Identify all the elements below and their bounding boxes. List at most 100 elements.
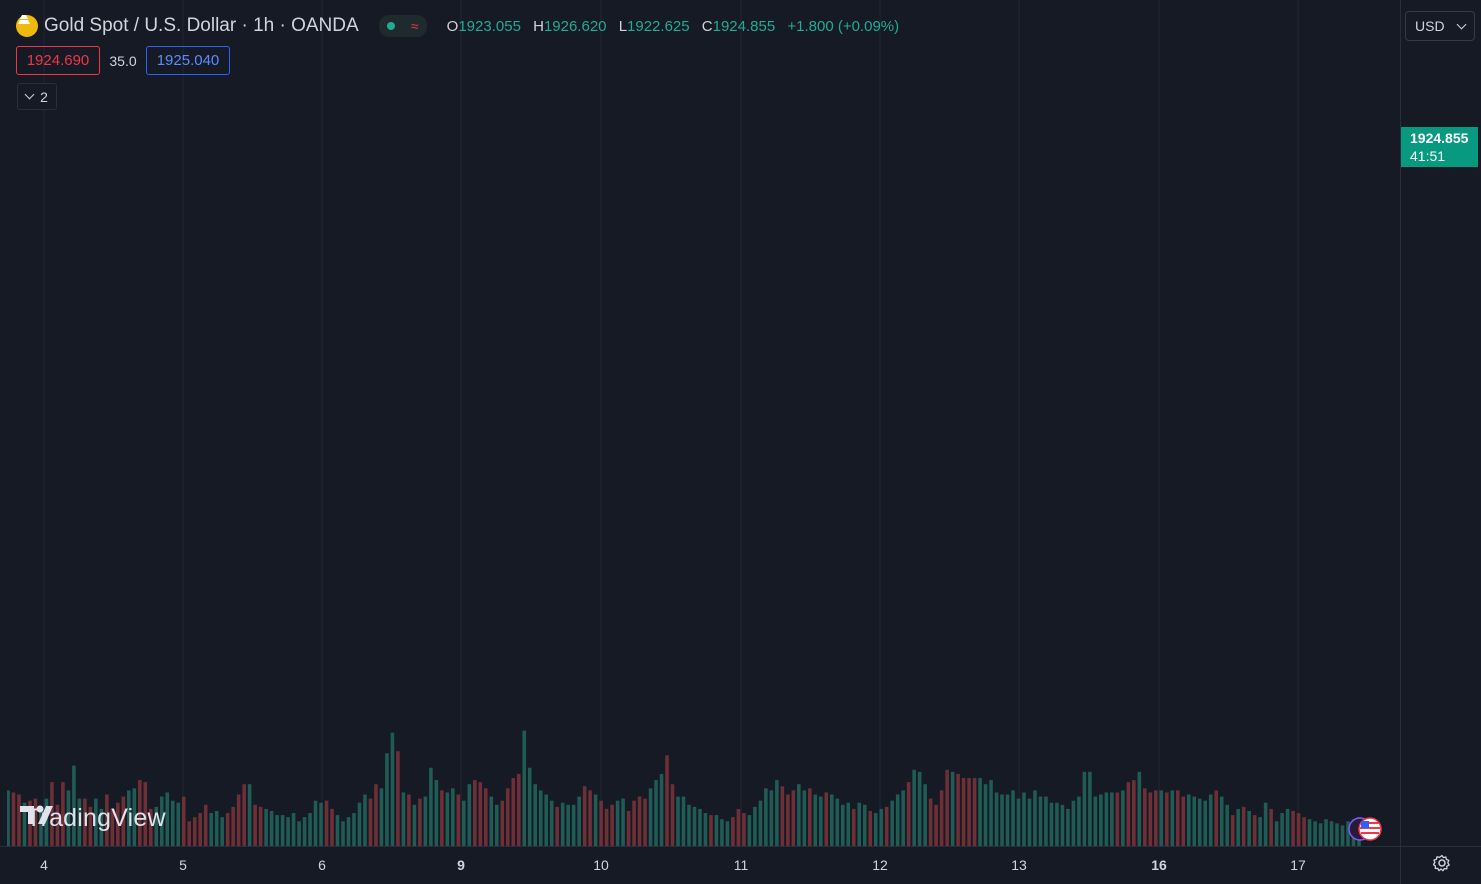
volume-bar [72, 765, 76, 846]
indicators-collapse-button[interactable]: 2 [17, 83, 57, 110]
settings-gear-icon[interactable] [1433, 854, 1451, 872]
sell-button[interactable]: 1924.690 [16, 46, 100, 75]
volume-bar [1132, 780, 1136, 846]
time-tick-label: 6 [318, 857, 326, 873]
volume-bar [33, 798, 38, 846]
us-flag-events-icon[interactable] [1346, 815, 1386, 843]
volume-bar [621, 798, 625, 846]
tradingview-logo-icon [20, 805, 53, 824]
volume-bar [88, 806, 93, 846]
volume-bar [55, 804, 60, 846]
volume-bar [1060, 804, 1065, 846]
chart-pane[interactable] [7, 0, 1400, 846]
currency-select[interactable]: USD [1405, 11, 1475, 41]
volume-bar [1340, 825, 1345, 846]
volume-bar [1104, 792, 1109, 846]
volume-bar [945, 769, 949, 846]
time-tick-label: 11 [734, 857, 749, 873]
volume-bar [747, 815, 752, 846]
gold-bars-icon[interactable] [16, 15, 38, 37]
volume-bar [780, 786, 785, 846]
volume-bar [983, 784, 988, 846]
volume-bar [758, 800, 763, 846]
symbol-title[interactable]: Gold Spot / U.S. Dollar · 1h · OANDA [44, 15, 359, 36]
bar-countdown: 41:51 [1410, 148, 1446, 164]
volume-bar [1115, 792, 1120, 846]
market-status-pill[interactable]: ≈ [378, 15, 427, 37]
volume-bar [1346, 821, 1350, 846]
volume-bar [1285, 808, 1290, 846]
volume-bar [884, 806, 889, 846]
volume-bar [313, 800, 318, 846]
volume-bar [225, 813, 230, 846]
low-key: L [618, 17, 628, 35]
volume-bar [192, 817, 197, 846]
volume-bar [1274, 821, 1279, 846]
current-price-value: 1924.855 [1410, 130, 1469, 146]
volume-bar [374, 784, 378, 846]
volume-bar [615, 800, 620, 846]
volume-bar [1005, 794, 1010, 846]
volume-bar [1181, 796, 1186, 846]
volume-bar [220, 817, 224, 846]
candlestick-chart[interactable] [7, 0, 1400, 846]
volume-bar [489, 796, 494, 846]
volume-bar [418, 798, 422, 846]
low-value: 1922.625 [627, 17, 690, 35]
volume-bar [429, 767, 433, 846]
volume-bar [593, 794, 598, 846]
volume-bar [1164, 792, 1169, 846]
volume-bar [670, 784, 675, 846]
volume-bar [522, 730, 527, 846]
volume-bar [1192, 796, 1197, 846]
volume-bar [1088, 771, 1092, 846]
volume-bar [527, 767, 532, 846]
volume-bar [906, 782, 911, 846]
volume-bar [264, 808, 268, 846]
volume-bar [582, 786, 587, 846]
buy-button[interactable]: 1925.040 [146, 46, 230, 75]
volume-bar [116, 802, 120, 846]
volume-bar [868, 810, 873, 846]
volume-bar [44, 798, 49, 846]
volume-bar [1258, 817, 1262, 846]
volume-bar [407, 794, 411, 846]
volume-bar [505, 788, 510, 846]
volume-bar [571, 804, 576, 846]
volume-bar [401, 792, 406, 846]
volume-bar [1307, 819, 1312, 846]
volume-bar [1038, 796, 1043, 846]
volume-bar [1143, 788, 1147, 846]
volume-bar [1329, 821, 1334, 846]
volume-bar [385, 753, 389, 846]
volume-bar [819, 796, 823, 846]
volume-bar [560, 802, 565, 846]
open-key: O [446, 17, 459, 35]
time-scale[interactable]: 4 5 6 9 10 11 12 13 16 17 [0, 846, 1400, 884]
volume-bar [181, 796, 186, 846]
volume-bar [143, 782, 148, 846]
volume-bar [934, 804, 938, 846]
volume-bar [154, 806, 159, 846]
volume-bar [720, 819, 724, 846]
volume-bar [138, 780, 142, 846]
tradingview-watermark[interactable]: TradingView [20, 804, 166, 833]
volume-bar [851, 808, 856, 846]
volume-bar [511, 778, 516, 846]
volume-bar [1203, 800, 1208, 846]
volume-bar [840, 804, 845, 846]
change-value: +1.800 (+0.09%) [787, 17, 900, 35]
chevron-down-icon [1456, 19, 1467, 29]
volume-bar [1148, 792, 1153, 846]
volume-bar [824, 792, 829, 846]
volume-bar [209, 813, 213, 846]
volume-bar [1214, 790, 1218, 846]
volume-bar [895, 794, 900, 846]
volume-bar [967, 778, 971, 846]
volume-bar [1055, 802, 1059, 846]
volume-bar [912, 769, 916, 846]
volume-bar [1027, 798, 1032, 846]
volume-bar [363, 794, 367, 846]
volume-bar [786, 794, 790, 846]
volume-bar [1296, 813, 1301, 846]
